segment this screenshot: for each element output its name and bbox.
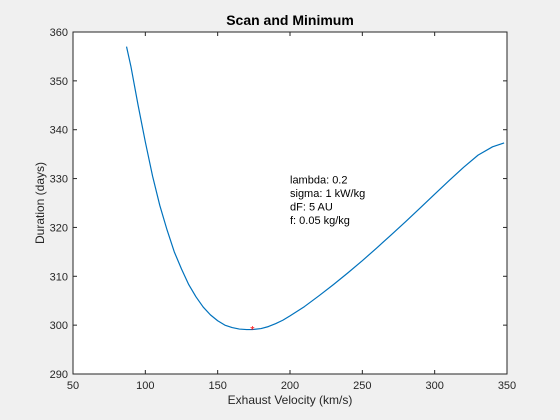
x-tick-label: 350 — [498, 380, 516, 392]
ticks-layer: 50 100 150 200 250 300 350 290 300 310 320 330 340 35… — [50, 27, 517, 392]
annotation-line: lambda: 0.2 — [290, 174, 347, 186]
y-tick-label: 360 — [50, 27, 68, 39]
y-tick-label: 340 — [50, 125, 68, 137]
minimum-marker: * — [250, 325, 255, 337]
y-tick-label: 320 — [50, 222, 68, 234]
axes-box — [72, 31, 508, 375]
y-axis-label: Duration (days) — [33, 162, 47, 244]
x-axis-label: Exhaust Velocity (km/s) — [228, 393, 353, 407]
series-line-duration — [125, 46, 505, 331]
annotation-line: f: 0.05 kg/kg — [290, 215, 350, 227]
y-tick-label: 330 — [50, 174, 68, 186]
y-tick-label: 310 — [50, 271, 68, 283]
x-tick-label: 150 — [208, 380, 226, 392]
x-tick-label: 50 — [67, 380, 79, 392]
series-layer: * — [125, 46, 505, 337]
annotation-line: sigma: 1 kW/kg — [290, 188, 365, 200]
x-tick-label: 100 — [136, 380, 154, 392]
y-tick-label: 350 — [50, 76, 68, 88]
y-tick-label: 290 — [50, 369, 68, 381]
y-tick-label: 300 — [50, 320, 68, 332]
x-tick-label: 250 — [353, 380, 371, 392]
chart-title: Scan and Minimum — [226, 12, 354, 28]
x-tick-label: 200 — [281, 380, 299, 392]
x-tick-label: 300 — [425, 380, 443, 392]
plot-area — [73, 32, 507, 374]
annotation-line: dF: 5 AU — [290, 201, 333, 213]
